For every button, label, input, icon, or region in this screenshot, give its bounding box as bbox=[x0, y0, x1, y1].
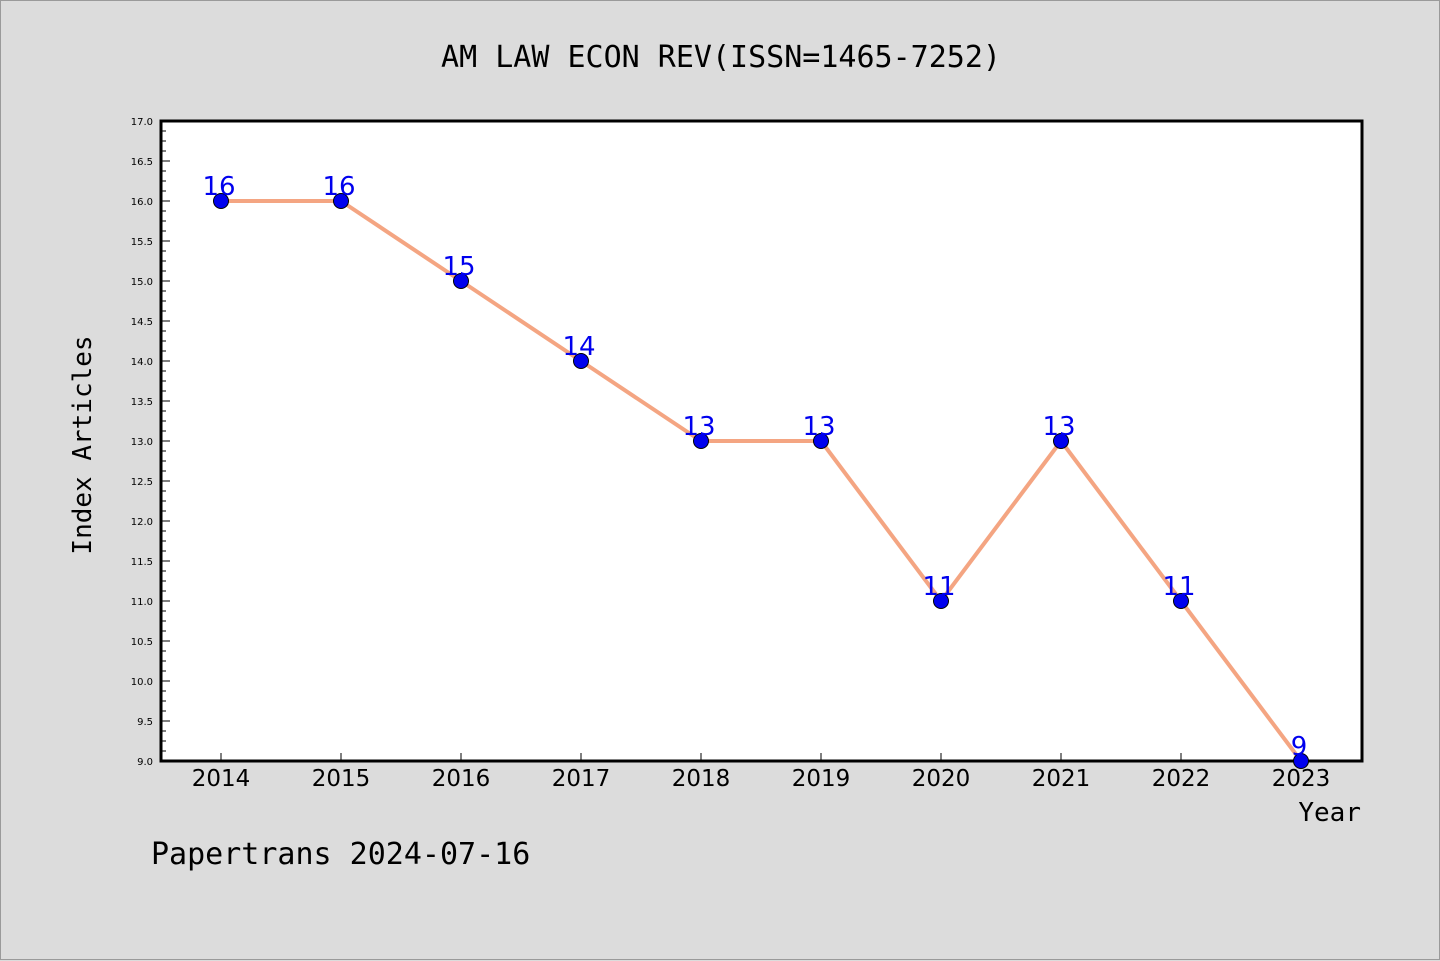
y-tick-label: 14.5 bbox=[131, 317, 153, 328]
y-tick-label: 15.5 bbox=[131, 237, 153, 248]
x-tick-label: 2021 bbox=[1032, 766, 1091, 792]
x-axis-ticks: 2014 2015 2016 2017 2018 2019 2020 2021 2022 2023 bbox=[192, 753, 1331, 792]
y-tick-label: 15.0 bbox=[131, 277, 153, 288]
y-tick-label: 16.0 bbox=[131, 197, 153, 208]
x-tick-label: 2015 bbox=[312, 766, 371, 792]
footer-text: Papertrans 2024-07-16 bbox=[151, 837, 530, 872]
data-label: 15 bbox=[442, 252, 475, 282]
x-tick-label: 2022 bbox=[1152, 766, 1211, 792]
data-label: 9 bbox=[1291, 732, 1308, 762]
data-label: 11 bbox=[922, 572, 955, 602]
data-label: 16 bbox=[322, 172, 355, 202]
x-tick-label: 2020 bbox=[912, 766, 971, 792]
y-tick-label: 16.5 bbox=[131, 157, 153, 168]
x-axis-label: Year bbox=[1298, 798, 1361, 828]
data-label: 13 bbox=[682, 412, 715, 442]
x-tick-label: 2014 bbox=[192, 766, 251, 792]
data-point bbox=[1293, 753, 1309, 769]
y-tick-label: 12.0 bbox=[131, 517, 153, 528]
data-label: 14 bbox=[562, 332, 595, 362]
y-tick-label: 11.0 bbox=[131, 597, 153, 608]
data-point bbox=[213, 193, 229, 209]
y-axis-ticks: 9.0 9.5 10.0 10.5 11.0 11.5 12.0 12.5 13.0 13.5 14… bbox=[131, 117, 170, 768]
data-label: 13 bbox=[802, 412, 835, 442]
data-label: 13 bbox=[1042, 412, 1075, 442]
y-tick-label: 10.5 bbox=[131, 637, 153, 648]
y-tick-label: 12.5 bbox=[131, 477, 153, 488]
x-tick-label: 2018 bbox=[672, 766, 731, 792]
y-axis-label: Index Articles bbox=[68, 335, 98, 554]
data-point bbox=[693, 433, 709, 449]
y-tick-label: 10.0 bbox=[131, 677, 153, 688]
x-tick-label: 2023 bbox=[1272, 766, 1331, 792]
y-tick-label: 17.0 bbox=[131, 117, 153, 128]
data-point bbox=[333, 193, 349, 209]
data-label: 16 bbox=[202, 172, 235, 202]
x-tick-label: 2017 bbox=[552, 766, 611, 792]
data-point bbox=[453, 273, 469, 289]
y-tick-label: 13.0 bbox=[131, 437, 153, 448]
data-label: 11 bbox=[1162, 572, 1195, 602]
chart-title: AM LAW ECON REV(ISSN=1465-7252) bbox=[441, 40, 1001, 75]
data-point bbox=[573, 353, 589, 369]
data-point bbox=[933, 593, 949, 609]
x-tick-label: 2016 bbox=[432, 766, 491, 792]
x-tick-label: 2019 bbox=[792, 766, 851, 792]
series-line bbox=[221, 199, 1303, 763]
y-tick-label: 14.0 bbox=[131, 357, 153, 368]
y-tick-label: 9.5 bbox=[137, 717, 153, 728]
data-labels: 16 16 15 14 13 13 11 13 11 9 bbox=[202, 172, 1307, 762]
y-tick-label: 11.5 bbox=[131, 557, 153, 568]
y-tick-label: 13.5 bbox=[131, 397, 153, 408]
data-point bbox=[1173, 593, 1189, 609]
data-markers bbox=[213, 193, 1309, 769]
data-point bbox=[1053, 433, 1069, 449]
data-point bbox=[813, 433, 829, 449]
y-tick-label: 9.0 bbox=[137, 757, 153, 768]
